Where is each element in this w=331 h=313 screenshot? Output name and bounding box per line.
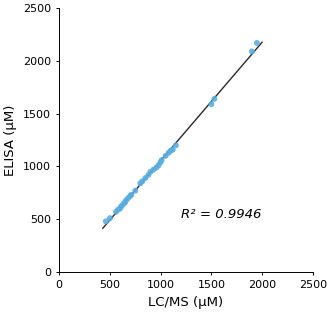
Point — [163, 153, 168, 158]
Point — [159, 158, 164, 163]
Point — [170, 147, 175, 152]
Point — [119, 203, 125, 208]
Point — [212, 96, 217, 101]
Point — [121, 201, 127, 206]
Point — [123, 198, 129, 203]
Point — [156, 163, 161, 168]
Point — [151, 167, 156, 172]
Point — [125, 196, 131, 201]
Point — [254, 40, 260, 45]
Point — [249, 49, 255, 54]
Point — [173, 143, 178, 148]
Point — [122, 200, 128, 205]
Point — [127, 193, 133, 198]
Point — [209, 102, 214, 107]
Point — [143, 176, 148, 181]
Point — [158, 160, 163, 165]
Text: R² = 0.9946: R² = 0.9946 — [181, 208, 261, 221]
Point — [116, 207, 121, 212]
Y-axis label: ELISA (μM): ELISA (μM) — [4, 104, 17, 176]
X-axis label: LC/MS (μM): LC/MS (μM) — [148, 296, 223, 309]
Point — [113, 209, 118, 214]
Point — [128, 192, 134, 198]
Point — [138, 181, 143, 186]
Point — [146, 172, 151, 177]
Point — [140, 179, 145, 184]
Point — [168, 148, 173, 153]
Point — [133, 188, 138, 193]
Point — [118, 206, 123, 211]
Point — [103, 219, 109, 224]
Point — [118, 204, 124, 209]
Point — [148, 169, 153, 174]
Point — [107, 216, 113, 221]
Point — [154, 165, 159, 170]
Point — [166, 150, 171, 155]
